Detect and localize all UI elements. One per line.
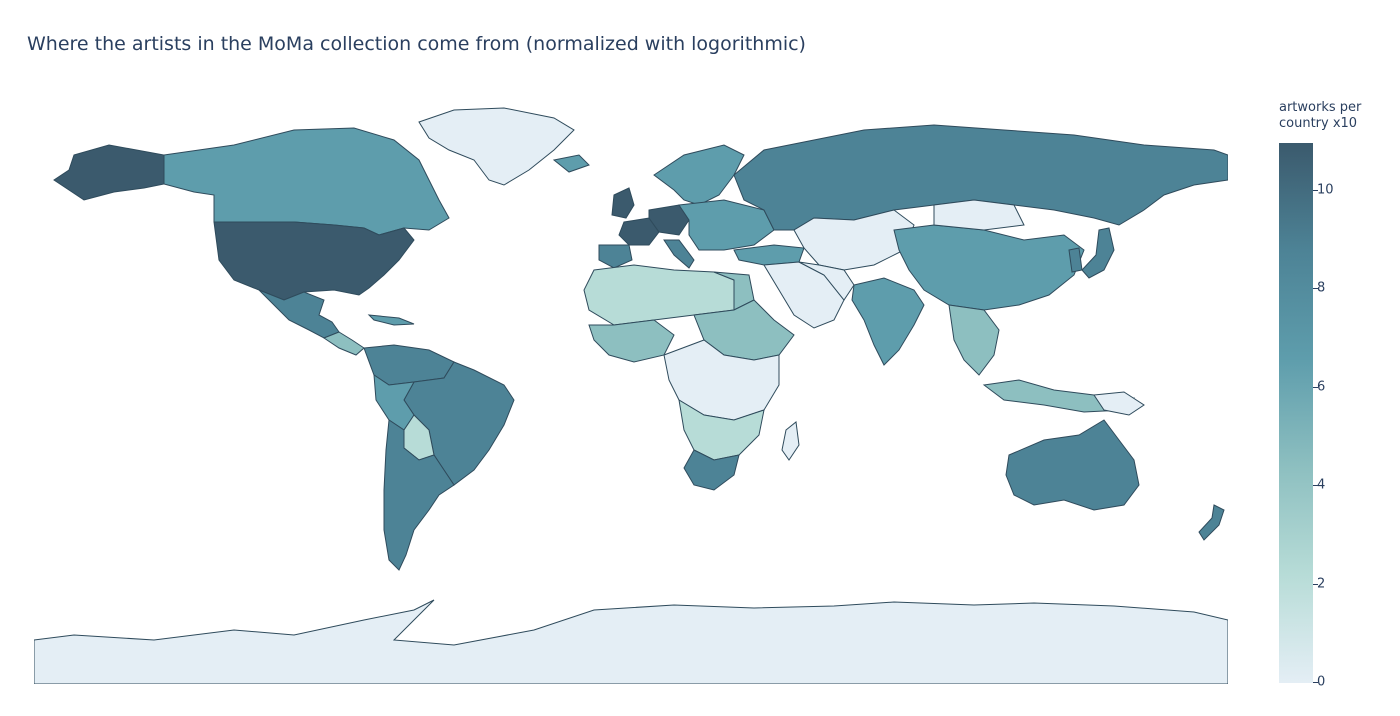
- colorbar-tickmark: [1313, 584, 1318, 585]
- region-united-kingdom[interactable]: [611, 187, 635, 219]
- region-mongolia[interactable]: [933, 199, 1025, 231]
- region-eastern-europe[interactable]: [678, 199, 775, 251]
- colorbar-tick-label: 4: [1317, 477, 1326, 493]
- region-madagascar[interactable]: [781, 421, 800, 461]
- region-italy[interactable]: [663, 239, 695, 269]
- region-iceland[interactable]: [552, 154, 590, 173]
- colorbar-tick-label: 10: [1317, 182, 1334, 198]
- colorbar-tickmark: [1313, 682, 1318, 683]
- colorbar-tickmark: [1313, 387, 1318, 388]
- colorbar-tick-label: 8: [1317, 280, 1326, 296]
- colorbar-tickmark: [1313, 288, 1318, 289]
- world-choropleth-map[interactable]: [34, 100, 1228, 684]
- region-korea[interactable]: [1068, 247, 1083, 273]
- region-southern-africa[interactable]: [678, 399, 765, 461]
- region-argentina-chile[interactable]: [383, 419, 455, 571]
- colorbar-title-line1: artworks per: [1279, 100, 1362, 115]
- colorbar-tickmark: [1313, 190, 1318, 191]
- region-australia[interactable]: [1005, 419, 1140, 511]
- region-china[interactable]: [893, 224, 1085, 311]
- region-caribbean[interactable]: [367, 314, 415, 326]
- colorbar-tick-label: 0: [1317, 674, 1326, 690]
- region-central-africa[interactable]: [663, 339, 780, 421]
- colorbar-tick-label: 2: [1317, 576, 1326, 592]
- region-central-america[interactable]: [322, 331, 365, 356]
- region-united-states[interactable]: [213, 221, 415, 301]
- region-west-africa[interactable]: [588, 319, 675, 363]
- region-south-africa[interactable]: [683, 449, 740, 491]
- region-antarctica[interactable]: [34, 599, 1228, 684]
- region-spain[interactable]: [598, 244, 633, 269]
- region-scandinavia[interactable]: [653, 144, 745, 206]
- colorbar: [1279, 143, 1313, 683]
- colorbar-tick-label: 6: [1317, 379, 1326, 395]
- region-canada[interactable]: [163, 127, 450, 236]
- region-new-zealand[interactable]: [1198, 504, 1225, 541]
- colorbar-title-line2: country x10: [1279, 116, 1358, 131]
- region-southeast-asia[interactable]: [948, 304, 1000, 376]
- region-japan[interactable]: [1081, 227, 1115, 279]
- region-alaska[interactable]: [53, 144, 165, 201]
- region-mexico[interactable]: [258, 289, 340, 339]
- region-greenland[interactable]: [418, 107, 575, 186]
- chart-title: Where the artists in the MoMa collection…: [27, 33, 806, 55]
- region-india[interactable]: [851, 277, 925, 366]
- region-new-guinea[interactable]: [1093, 391, 1145, 416]
- colorbar-title: artworks per country x10: [1279, 100, 1361, 132]
- colorbar-tickmark: [1313, 485, 1318, 486]
